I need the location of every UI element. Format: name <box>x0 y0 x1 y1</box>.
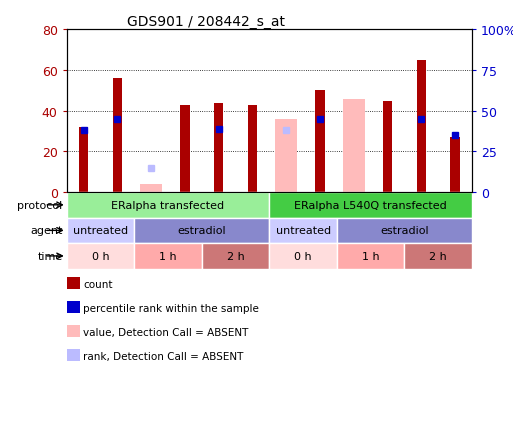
Bar <box>269 243 337 269</box>
Text: 0 h: 0 h <box>92 251 109 261</box>
Bar <box>79 128 88 193</box>
Text: count: count <box>83 279 113 289</box>
Bar <box>404 243 472 269</box>
Text: percentile rank within the sample: percentile rank within the sample <box>83 303 259 313</box>
Text: 2 h: 2 h <box>429 251 447 261</box>
Bar <box>180 105 189 193</box>
Text: time: time <box>37 251 63 261</box>
Text: 1 h: 1 h <box>362 251 380 261</box>
Bar <box>450 138 460 193</box>
Text: estradiol: estradiol <box>177 226 226 236</box>
Text: GDS901 / 208442_s_at: GDS901 / 208442_s_at <box>127 15 285 30</box>
Bar <box>113 79 122 193</box>
Bar <box>315 91 325 193</box>
Bar <box>214 103 223 193</box>
Bar <box>67 243 134 269</box>
Text: 0 h: 0 h <box>294 251 312 261</box>
Text: ERalpha L540Q transfected: ERalpha L540Q transfected <box>294 201 447 210</box>
Bar <box>269 218 337 243</box>
Bar <box>140 184 162 193</box>
Bar <box>134 218 269 243</box>
Bar <box>269 193 472 218</box>
Bar <box>383 102 392 193</box>
Text: estradiol: estradiol <box>380 226 429 236</box>
Bar <box>134 243 202 269</box>
Bar <box>67 218 134 243</box>
Text: value, Detection Call = ABSENT: value, Detection Call = ABSENT <box>83 327 248 337</box>
Text: untreated: untreated <box>73 226 128 236</box>
Bar <box>343 99 365 193</box>
Bar <box>337 218 472 243</box>
Text: 2 h: 2 h <box>227 251 244 261</box>
Bar <box>337 243 404 269</box>
Text: rank, Detection Call = ABSENT: rank, Detection Call = ABSENT <box>83 351 244 361</box>
Text: untreated: untreated <box>275 226 331 236</box>
Bar <box>417 61 426 193</box>
Text: ERalpha transfected: ERalpha transfected <box>111 201 225 210</box>
Bar <box>248 105 257 193</box>
Bar <box>202 243 269 269</box>
Text: agent: agent <box>30 226 63 236</box>
Text: protocol: protocol <box>17 201 63 210</box>
Text: 1 h: 1 h <box>159 251 177 261</box>
Bar <box>275 120 297 193</box>
Bar <box>67 193 269 218</box>
